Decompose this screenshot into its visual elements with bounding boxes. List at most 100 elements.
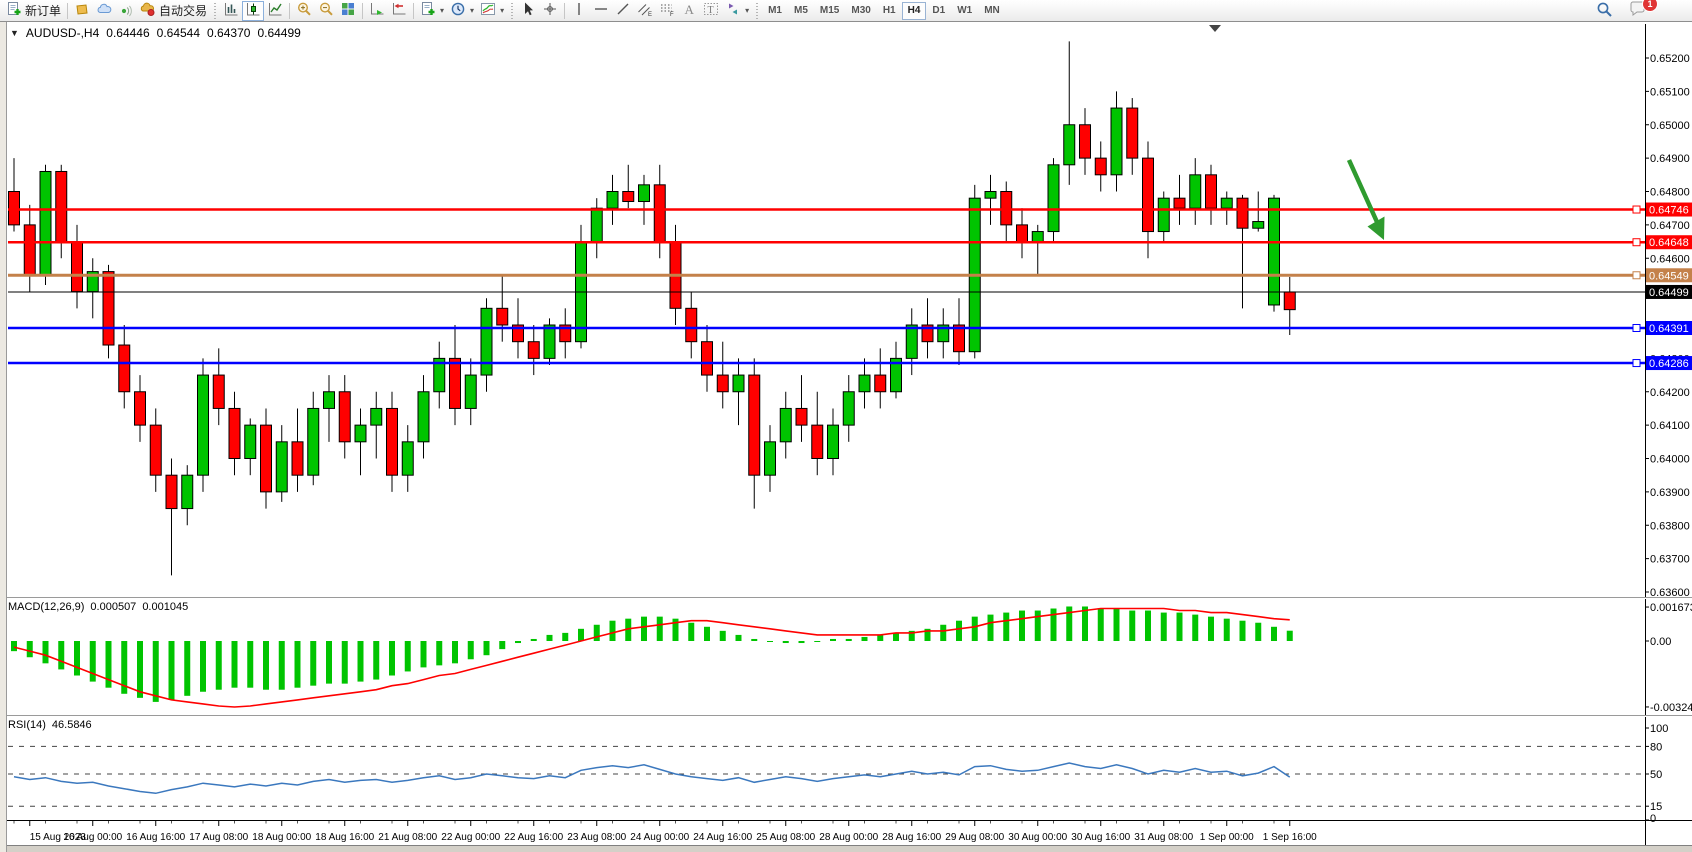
level-line-anchor[interactable] — [1632, 324, 1641, 333]
level-line-anchor[interactable] — [1632, 359, 1641, 368]
line-chart-icon — [267, 1, 283, 20]
macd-signal-value: 0.001045 — [142, 601, 189, 613]
open-value: 0.64446 — [106, 26, 150, 40]
arrows-button[interactable]: ▾ — [722, 1, 752, 21]
auto-trading-label: 自动交易 — [159, 4, 208, 18]
svg-text:0.64000: 0.64000 — [1650, 454, 1690, 466]
rsi-name: RSI(14) — [8, 719, 46, 731]
profiles-button[interactable] — [71, 1, 93, 21]
svg-text:25 Aug 08:00: 25 Aug 08:00 — [756, 832, 815, 843]
line-chart-button[interactable] — [264, 1, 286, 21]
equidistant-channel-button[interactable]: E — [634, 1, 656, 21]
level-line-anchor[interactable] — [1632, 205, 1641, 214]
svg-text:28 Aug 00:00: 28 Aug 00:00 — [819, 832, 878, 843]
high-value: 0.64544 — [156, 26, 201, 40]
symbol-period-label: AUDUSD-,H4 — [25, 26, 100, 40]
new-order-label: 新订单 — [25, 4, 62, 18]
timeframe-mn-button[interactable]: MN — [978, 2, 1006, 20]
timeframe-w1-button[interactable]: W1 — [951, 2, 978, 20]
svg-text:30 Aug 16:00: 30 Aug 16:00 — [1071, 832, 1130, 843]
indicators-button[interactable]: ▾ — [477, 1, 507, 21]
svg-text:0.64391: 0.64391 — [1649, 323, 1689, 335]
new-chart-button[interactable]: ▾ — [417, 1, 447, 21]
arrows-icon — [725, 1, 741, 20]
chart-shift-marker[interactable] — [1209, 25, 1221, 32]
svg-text:18 Aug 00:00: 18 Aug 00:00 — [252, 832, 311, 843]
level-line-anchor[interactable] — [1632, 271, 1641, 280]
search-button[interactable] — [1593, 1, 1616, 21]
svg-text:0.64549: 0.64549 — [1649, 270, 1689, 282]
macd-panel: 0.001673 0.00 -0.003249 — [11, 602, 1692, 714]
svg-text:0.64200: 0.64200 — [1650, 387, 1690, 399]
fibonacci-icon: F — [659, 1, 675, 20]
new-order-button[interactable]: 新订单 — [3, 1, 64, 21]
cloud-icon — [96, 1, 112, 20]
horizontal-level-lines[interactable] — [8, 205, 1645, 368]
notification-badge: 1 — [1643, 0, 1657, 11]
candlestick-chart-icon — [245, 1, 261, 20]
new-chart-icon — [420, 1, 436, 20]
chevron-down-icon: ▾ — [440, 6, 445, 15]
tile-windows-button[interactable] — [337, 1, 359, 21]
candlestick-chart-button[interactable] — [242, 0, 265, 21]
clock-icon — [450, 1, 466, 20]
svg-text:0.63800: 0.63800 — [1650, 520, 1690, 532]
svg-text:0.63900: 0.63900 — [1650, 487, 1690, 499]
zoom-in-icon — [296, 1, 312, 20]
svg-text:0.001673: 0.001673 — [1650, 602, 1692, 614]
auto-trading-button[interactable]: 自动交易 — [137, 1, 210, 21]
toolbar-separator — [362, 2, 364, 19]
timeframe-d1-button[interactable]: D1 — [926, 2, 951, 20]
annotation-arrow[interactable] — [1346, 159, 1385, 240]
level-price-labels: 0.64746 0.64648 0.64549 0.64499 0.64391 0.642… — [1646, 202, 1692, 371]
svg-text:0.64746: 0.64746 — [1649, 205, 1689, 217]
timeframe-m15-button[interactable]: M15 — [814, 2, 845, 20]
periods-button[interactable]: ▾ — [447, 1, 477, 21]
svg-text:16 Aug 16:00: 16 Aug 16:00 — [126, 832, 185, 843]
text-button[interactable]: A — [678, 1, 700, 21]
bar-chart-button[interactable] — [220, 1, 242, 21]
timeframe-m30-button[interactable]: M30 — [845, 2, 876, 20]
chart-dropdown-icon[interactable]: ▼ — [10, 28, 19, 38]
zoom-in-button[interactable] — [293, 1, 315, 21]
signals-button[interactable] — [115, 1, 137, 21]
fibonacci-button[interactable]: F — [656, 1, 678, 21]
svg-text:17 Aug 08:00: 17 Aug 08:00 — [189, 832, 248, 843]
trendline-button[interactable] — [612, 1, 634, 21]
crosshair-button[interactable] — [539, 1, 561, 21]
svg-text:E: E — [648, 12, 652, 17]
svg-text:0.63700: 0.63700 — [1650, 554, 1690, 566]
horizontal-line-button[interactable] — [590, 1, 612, 21]
timeframe-m1-button[interactable]: M1 — [762, 2, 788, 20]
timeframe-h1-button[interactable]: H1 — [877, 2, 902, 20]
level-line-anchor[interactable] — [1632, 238, 1641, 247]
chart-shift-button[interactable] — [388, 1, 410, 21]
macd-label: MACD(12,26,9) 0.000507 0.001045 — [8, 601, 188, 613]
data-window-button[interactable] — [93, 1, 115, 21]
trendline-icon — [615, 1, 631, 20]
text-icon: A — [681, 1, 697, 20]
svg-text:F: F — [670, 12, 674, 17]
candlesticks — [8, 41, 1296, 576]
comments-button[interactable]: 1 — [1626, 0, 1657, 21]
svg-text:18 Aug 16:00: 18 Aug 16:00 — [315, 832, 374, 843]
timeframe-h4-button[interactable]: H4 — [901, 1, 927, 20]
zoom-out-button[interactable] — [315, 1, 337, 21]
vertical-line-button[interactable] — [568, 1, 590, 21]
svg-text:-0.003249: -0.003249 — [1650, 702, 1692, 714]
cursor-button[interactable] — [517, 1, 539, 21]
svg-text:0.64700: 0.64700 — [1650, 220, 1690, 232]
auto-scroll-button[interactable] — [366, 1, 388, 21]
svg-text:80: 80 — [1650, 741, 1662, 753]
horizontal-line-icon — [593, 1, 609, 20]
svg-text:A: A — [685, 2, 695, 17]
window-left-edge — [0, 22, 7, 852]
equidistant-channel-icon: E — [637, 1, 653, 20]
timeframe-m5-button[interactable]: M5 — [788, 2, 814, 20]
rsi-line — [13, 762, 1291, 795]
svg-text:0.64648: 0.64648 — [1649, 237, 1689, 249]
toolbar-handle — [214, 2, 217, 19]
comment-bubble-icon — [1629, 1, 1647, 20]
text-label-button[interactable]: T — [700, 1, 722, 21]
